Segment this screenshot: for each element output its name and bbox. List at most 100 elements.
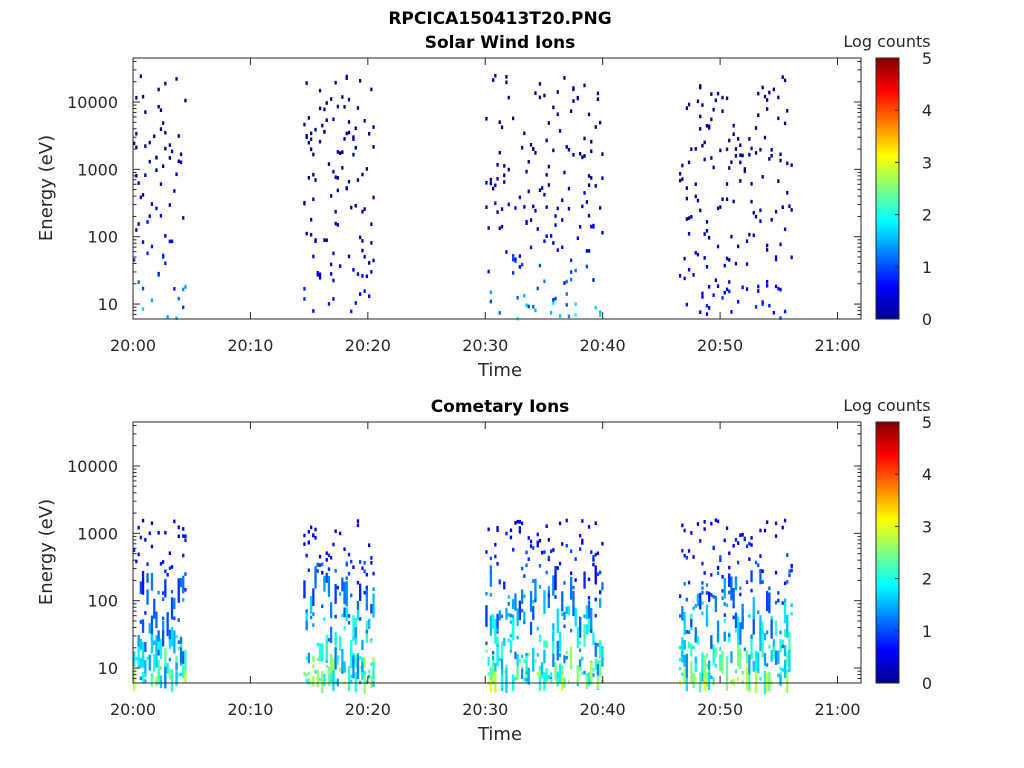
colorbar-tick-label: 3 [922, 153, 932, 172]
spectrogram-cell [139, 658, 142, 668]
spectrogram-cell [685, 668, 688, 692]
spectrogram-cell [175, 634, 178, 639]
spectrogram-cell [725, 182, 729, 186]
spectrogram-cell [485, 605, 488, 627]
spectrogram-cell [705, 663, 709, 668]
spectrogram-cell [679, 594, 682, 598]
spectrogram-cell [703, 658, 706, 679]
spectrogram-cell [703, 232, 706, 236]
spectrogram-cell [757, 91, 760, 96]
spectrogram-cell [332, 117, 335, 122]
spectrogram-cell [518, 600, 521, 621]
plot-background [133, 58, 861, 319]
spectrogram-cell [596, 572, 600, 577]
spectrogram-cell [365, 585, 368, 611]
x-tick-label: 20:40 [580, 336, 626, 355]
x-tick-label: 20:20 [345, 336, 391, 355]
spectrogram-cell [500, 674, 504, 689]
spectrogram-cell [745, 544, 749, 548]
spectrogram-cell [166, 573, 169, 577]
spectrogram-cell [494, 619, 497, 644]
spectrogram-cell [703, 571, 706, 575]
spectrogram-cell [570, 577, 573, 600]
spectrogram-cell [730, 651, 733, 664]
spectrogram-cell [356, 609, 360, 620]
spectrogram-cell [690, 215, 693, 219]
spectrogram-cell [574, 607, 577, 627]
spectrogram-cell [498, 226, 501, 231]
spectrogram-cell [723, 613, 726, 617]
spectrogram-cell [592, 278, 595, 282]
spectrogram-cell [570, 109, 573, 113]
spectrogram-cell [719, 660, 722, 671]
spectrogram-cell [556, 678, 559, 687]
spectrogram-cell [527, 557, 530, 561]
spectrogram-cell [500, 224, 504, 229]
spectrogram-cell [347, 665, 351, 692]
spectrogram-cell [590, 608, 593, 633]
spectrogram-cell [761, 302, 764, 306]
spectrogram-cell [770, 618, 773, 639]
spectrogram-cell [529, 591, 533, 612]
spectrogram-cell [592, 673, 595, 677]
spectrogram-cell [496, 163, 499, 167]
spectrogram-cell [177, 580, 180, 603]
spectrogram-cell [173, 616, 176, 621]
spectrogram-cell [745, 666, 749, 691]
spectrogram-cell [341, 150, 344, 154]
spectrogram-cell [505, 80, 508, 85]
spectrogram-cell [159, 182, 163, 186]
spectrogram-cell [761, 300, 764, 304]
spectrogram-cell [307, 652, 310, 664]
spectrogram-cell [303, 287, 306, 291]
spectrogram-cell [361, 566, 364, 571]
spectrogram-cell [354, 146, 357, 150]
spectrogram-cell [363, 289, 366, 293]
spectrogram-cell [752, 660, 755, 672]
spectrogram-cell [545, 570, 548, 575]
spectrogram-cell [748, 670, 751, 690]
spectrogram-cell [314, 178, 317, 182]
spectrogram-cell [341, 667, 344, 672]
spectrogram-cell [325, 118, 328, 122]
spectrogram-cell [708, 674, 711, 691]
spectrogram-cell [732, 588, 735, 605]
spectrogram-cell [363, 657, 366, 669]
spectrogram-cell [334, 80, 337, 85]
spectrogram-cell [529, 245, 533, 250]
spectrogram-cell [714, 648, 717, 658]
spectrogram-cell [536, 653, 539, 657]
spectrogram-cell [365, 629, 368, 634]
spectrogram-cell [596, 551, 600, 556]
spectrogram-cell [583, 191, 586, 195]
spectrogram-cell [318, 554, 322, 559]
panel-title: Solar Wind Ions [425, 33, 576, 53]
spectrogram-cell [777, 116, 780, 121]
spectrogram-cell [590, 661, 593, 679]
spectrogram-cell [570, 647, 573, 667]
spectrogram-cell [750, 543, 753, 547]
spectrogram-cell [177, 640, 180, 644]
spectrogram-cell [550, 676, 553, 681]
spectrogram-cell [699, 114, 702, 119]
spectrogram-cell [547, 590, 550, 608]
spectrogram-cell [567, 680, 571, 684]
spectrogram-cell [572, 153, 575, 157]
spectrogram-cell [599, 590, 602, 595]
spectrogram-cell [543, 672, 546, 676]
spectrogram-cell [334, 680, 337, 685]
spectrogram-cell [721, 95, 724, 100]
spectrogram-cell [182, 598, 185, 602]
spectrogram-cell [155, 206, 158, 211]
spectrogram-cell [728, 166, 731, 170]
spectrogram-cell [175, 671, 178, 685]
spectrogram-cell [681, 606, 684, 621]
spectrogram-cell [734, 154, 738, 158]
spectrogram-cell [310, 232, 313, 237]
colorbar [875, 57, 900, 320]
spectrogram-cell [721, 596, 724, 600]
spectrogram-cell [518, 526, 521, 530]
spectrogram-cell [570, 277, 573, 282]
spectrogram-cell [759, 554, 762, 558]
spectrogram-cell [168, 657, 171, 662]
